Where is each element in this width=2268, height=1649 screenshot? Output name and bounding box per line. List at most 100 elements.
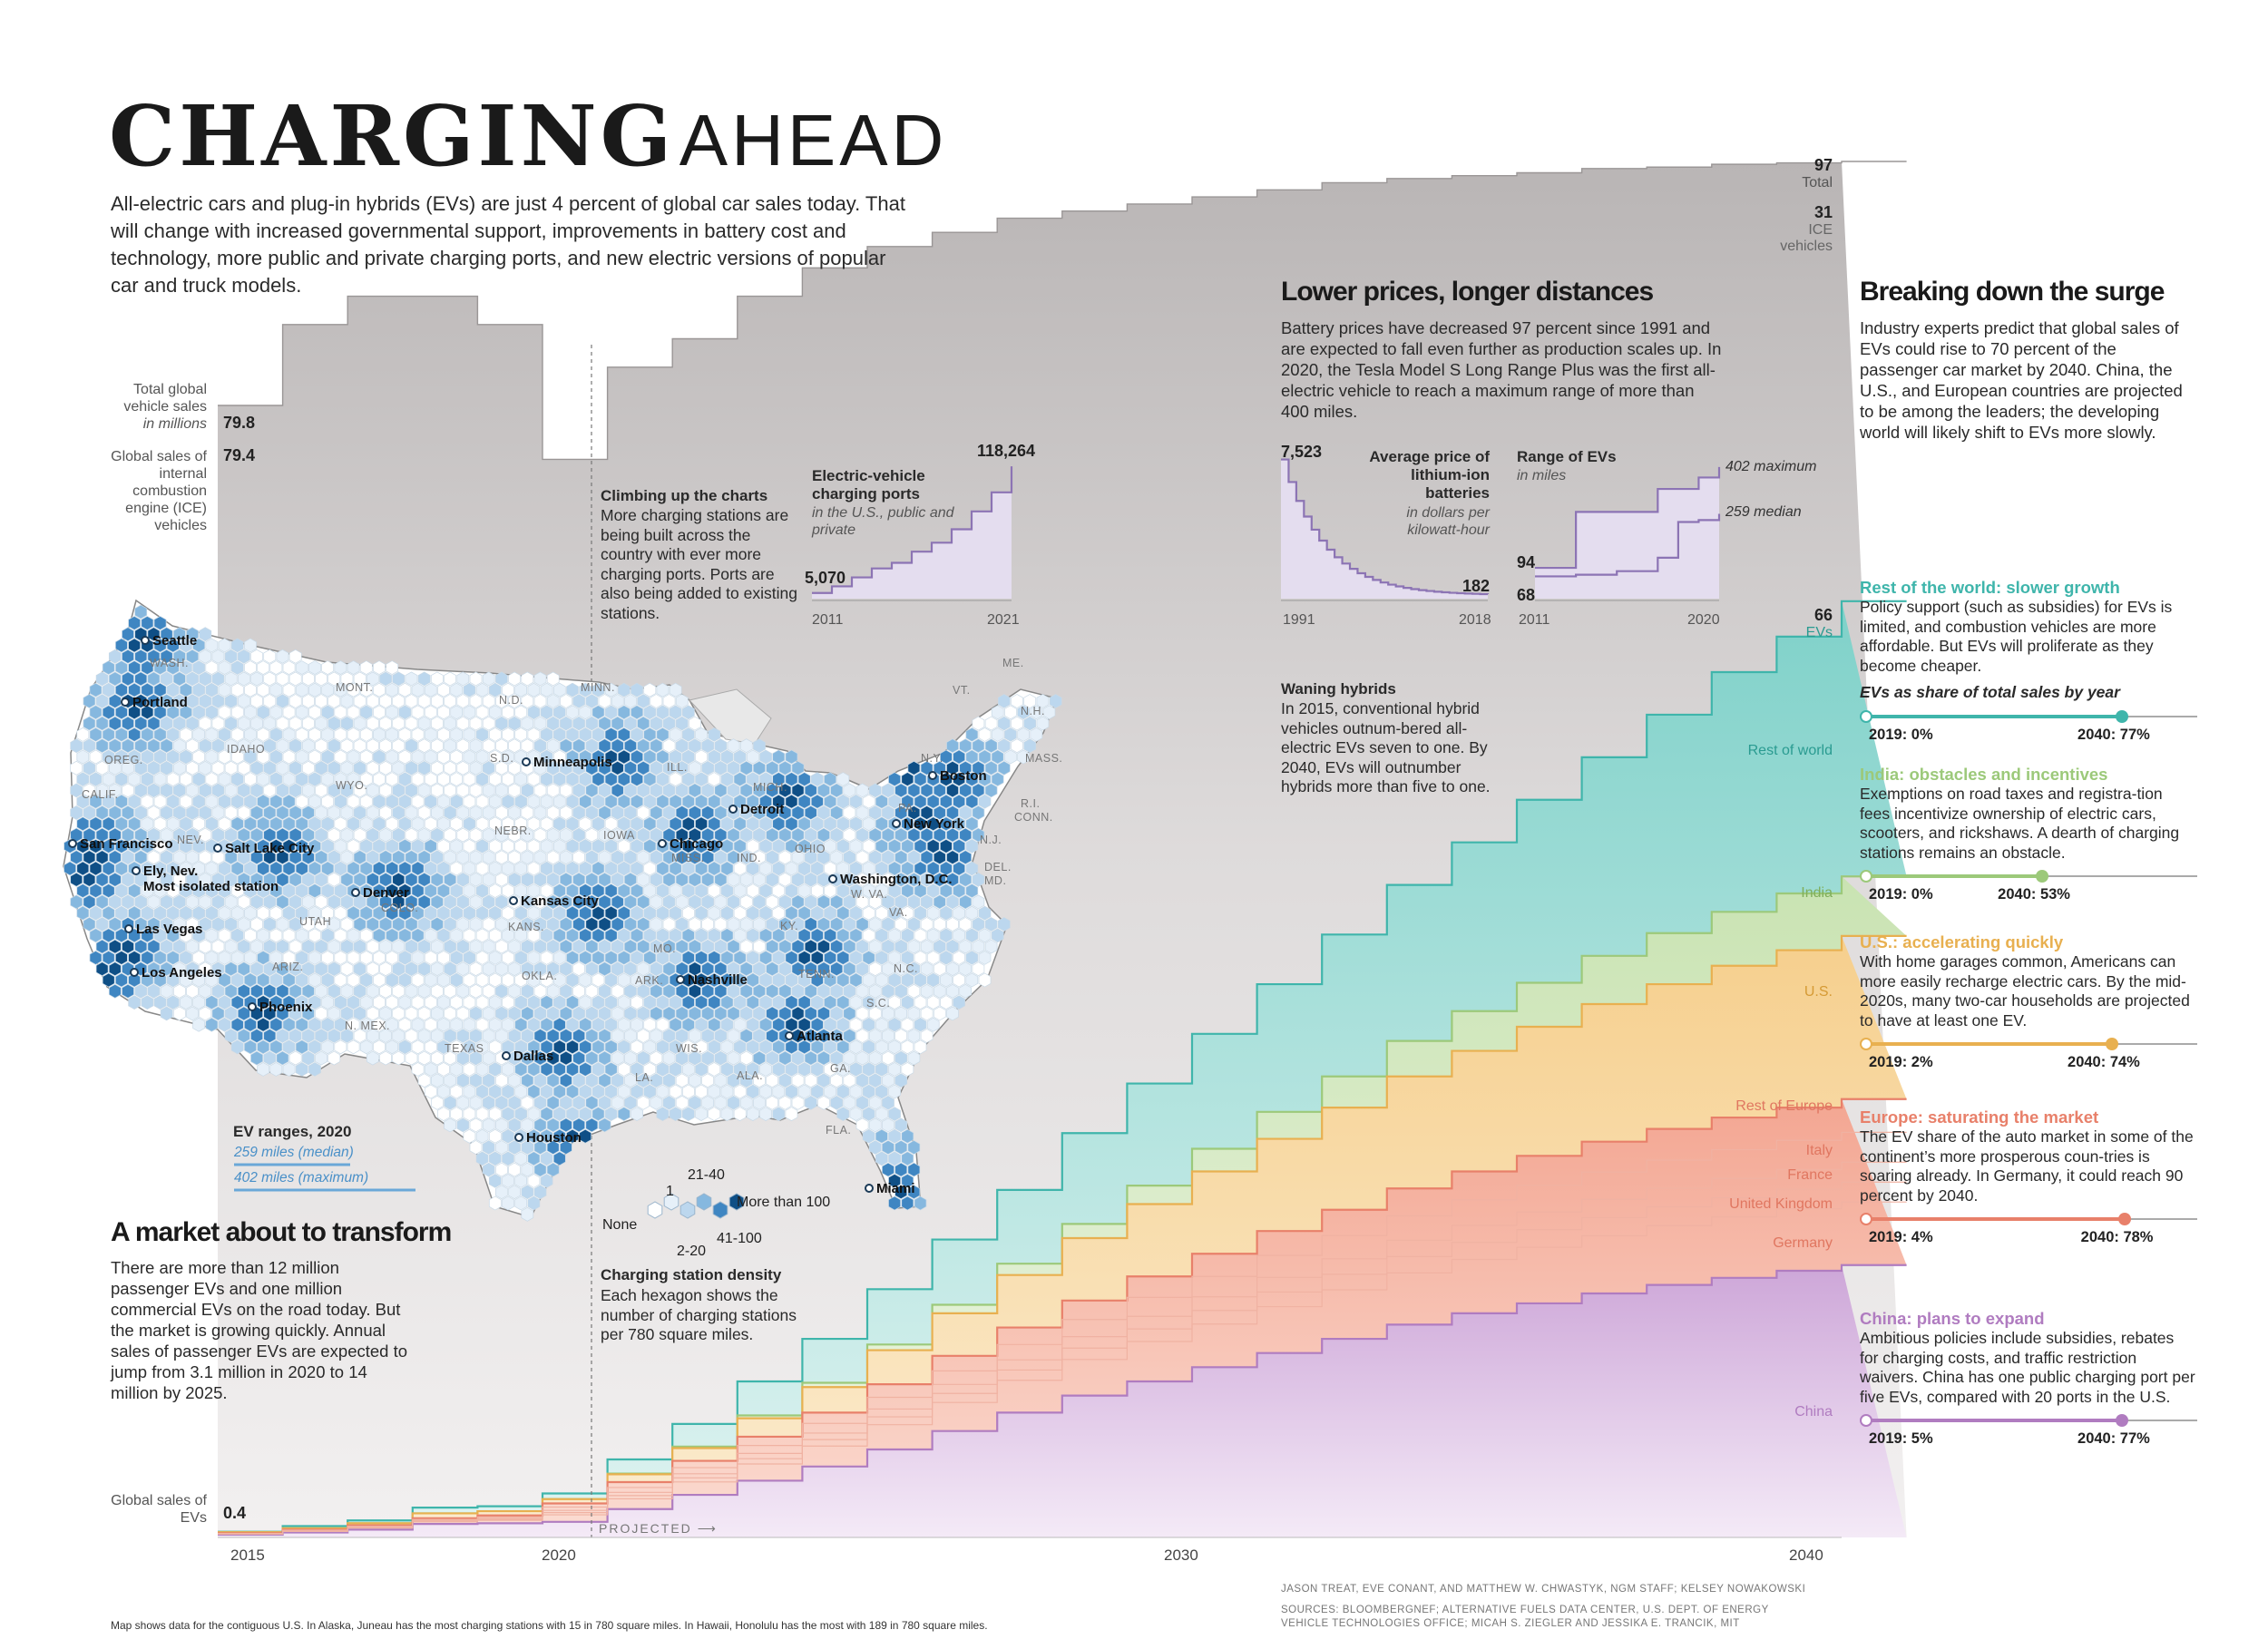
end-ev-label: EVs	[1805, 625, 1833, 640]
map-hexagon	[662, 1073, 676, 1088]
map-hexagon	[681, 705, 695, 720]
map-hexagon	[153, 615, 167, 630]
map-hexagon	[108, 671, 122, 687]
map-hexagon	[753, 738, 766, 754]
map-hexagon	[224, 850, 238, 865]
map-hexagon	[907, 894, 921, 910]
map-hexagon	[424, 905, 437, 921]
map-hexagon	[450, 794, 464, 809]
map-hexagon	[244, 950, 257, 965]
map-hexagon	[379, 917, 392, 932]
map-hexagon	[733, 1061, 747, 1077]
map-hexagon	[862, 905, 875, 921]
map-hexagon	[604, 1061, 618, 1077]
map-hexagon	[115, 861, 128, 876]
map-hexagon	[791, 1050, 805, 1066]
map-hexagon	[224, 649, 238, 664]
map-hexagon	[843, 805, 856, 820]
map-hexagon	[778, 1050, 792, 1066]
market-title: A market about to transform	[111, 1217, 452, 1247]
map-hexagon	[804, 872, 817, 887]
map-hexagon	[669, 727, 682, 742]
map-hexagon	[482, 827, 495, 843]
map-hexagon	[295, 660, 308, 676]
map-hexagon	[604, 928, 618, 943]
map-hexagon	[315, 671, 327, 687]
map-hexagon	[392, 1006, 406, 1021]
map-hexagon	[405, 961, 418, 977]
map-hexagon	[160, 1006, 173, 1021]
map-hexagon	[269, 705, 283, 720]
map-hexagon	[257, 772, 270, 787]
map-hexagon	[288, 738, 302, 754]
map-hexagon	[617, 883, 631, 899]
city-label: Atlanta	[797, 1029, 843, 1044]
map-hexagon	[560, 1029, 572, 1043]
map-hexagon	[327, 1050, 341, 1066]
map-hexagon	[205, 727, 219, 742]
total-sales-label-text: Total global vehicle sales	[123, 382, 207, 415]
ev-range-max: 402 miles (maximum)	[234, 1170, 369, 1186]
map-hexagon	[656, 1084, 670, 1099]
map-hexagon	[95, 694, 109, 708]
map-hexagon	[379, 671, 392, 687]
map-hexagon	[147, 760, 161, 776]
map-hexagon	[153, 638, 167, 653]
map-hexagon	[797, 1084, 811, 1099]
map-hexagon	[810, 1039, 824, 1055]
map-hexagon	[631, 950, 643, 965]
map-hexagon	[778, 983, 792, 999]
map-hexagon	[624, 1029, 637, 1043]
map-hexagon	[514, 1039, 528, 1055]
map-hexagon	[739, 983, 753, 999]
map-hexagon	[566, 950, 579, 965]
map-hexagon	[430, 805, 444, 820]
map-hexagon	[772, 972, 786, 988]
map-hexagon	[546, 783, 560, 798]
map-hexagon	[527, 705, 541, 720]
map-hexagon	[926, 972, 940, 988]
map-hexagon	[552, 682, 566, 698]
region-panel-title: U.S.: accelerating quickly	[1860, 932, 2064, 951]
map-hexagon	[488, 1195, 502, 1211]
map-hexagon	[102, 794, 115, 809]
map-hexagon	[611, 1050, 624, 1066]
map-hexagon	[488, 1128, 502, 1144]
map-hexagon	[122, 671, 134, 687]
map-hexagon	[295, 1061, 308, 1077]
map-hexagon	[315, 783, 327, 798]
map-hexagon	[817, 805, 830, 820]
map-hexagon	[978, 972, 992, 988]
map-hexagon	[495, 760, 508, 776]
map-hexagon	[579, 861, 592, 876]
end-ice: 31 ICE vehicles	[1724, 203, 1833, 255]
map-hexagon	[681, 905, 695, 921]
map-hexagon	[965, 816, 979, 832]
map-hexagon	[392, 738, 406, 754]
map-hexagon	[211, 783, 225, 798]
map-hexagon	[373, 972, 386, 988]
map-hexagon	[424, 1084, 437, 1099]
map-hexagon	[830, 827, 844, 843]
map-hexagon	[134, 850, 148, 865]
map-hexagon	[617, 905, 631, 921]
map-hexagon	[263, 961, 277, 977]
map-hexagon	[560, 1050, 572, 1066]
map-hexagon	[894, 827, 908, 843]
map-hexagon	[424, 1017, 437, 1032]
map-hexagon	[450, 995, 464, 1010]
map-hexagon	[282, 660, 296, 676]
map-hexagon	[450, 1107, 464, 1122]
map-hexagon	[89, 838, 103, 854]
map-hexagon	[488, 749, 502, 765]
map-hexagon	[469, 783, 483, 798]
map-hexagon	[689, 850, 701, 865]
map-hexagon	[591, 950, 605, 965]
map-hexagon	[552, 772, 566, 787]
map-hexagon	[546, 1162, 560, 1177]
map-hexagon	[810, 950, 824, 965]
map-hexagon	[199, 671, 212, 687]
map-hexagon	[475, 682, 489, 698]
map-hexagon	[940, 772, 953, 787]
map-hexagon	[379, 872, 392, 887]
